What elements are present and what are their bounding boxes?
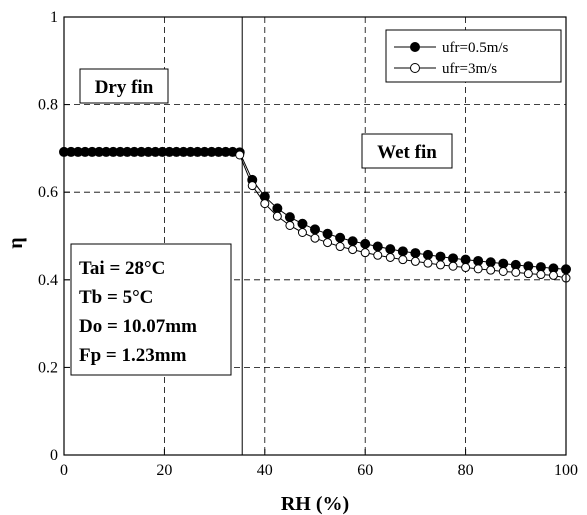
data-point-series-1 — [310, 233, 320, 243]
data-point-series-1 — [536, 270, 546, 280]
data-point-series-1 — [461, 263, 471, 273]
data-point-series-1 — [373, 250, 383, 260]
data-point-series-0 — [322, 228, 333, 239]
legend-label-ufr-3: ufr=3m/s — [442, 61, 497, 77]
data-point-series-0 — [422, 249, 433, 260]
data-point-series-1 — [235, 150, 245, 160]
tick-labels: 0 20 40 60 80 100 0 0.2 0.4 0.6 0.8 1 — [38, 9, 578, 479]
data-point-series-1 — [523, 269, 533, 279]
data-point-series-1 — [548, 270, 558, 280]
x-tick-label: 100 — [554, 462, 578, 479]
data-point-series-1 — [285, 220, 295, 230]
plot-frame — [63, 16, 567, 456]
legend: ufr=0.5m/s ufr=3m/s — [385, 29, 562, 83]
param-do: Do = 10.07mm — [79, 316, 197, 337]
wet-fin-label: Wet fin — [377, 142, 437, 163]
data-point-series-0 — [310, 224, 320, 235]
y-tick-label: 0.4 — [38, 272, 58, 289]
x-tick-label: 20 — [156, 462, 172, 479]
x-tick-label: 0 — [60, 462, 68, 479]
data-point-series-1 — [511, 267, 521, 277]
data-point-series-0 — [284, 212, 295, 223]
data-point-series-1 — [423, 258, 433, 268]
data-point-series-1 — [436, 260, 445, 270]
dry-fin-label: Dry fin — [95, 77, 154, 98]
data-point-series-0 — [335, 232, 346, 243]
data-point-series-1 — [260, 199, 270, 209]
data-point-series-1 — [473, 264, 483, 274]
data-point-series-0 — [397, 246, 408, 257]
x-tick-label: 60 — [357, 462, 373, 479]
tick-marks — [63, 16, 567, 456]
data-point-series-0 — [473, 255, 484, 266]
y-tick-label: 1 — [50, 9, 58, 26]
data-point-series-0 — [372, 241, 383, 252]
dry-fin-annotation: Dry fin — [79, 68, 169, 104]
wet-fin-box — [361, 133, 453, 169]
data-point-series-0 — [448, 253, 459, 264]
legend-label-ufr-0-5: ufr=0.5m/s — [442, 40, 509, 56]
data-point-series-1 — [385, 252, 395, 262]
data-point-series-1 — [498, 266, 508, 276]
data-point-series-1 — [486, 265, 496, 275]
data-point-series-1 — [448, 261, 458, 271]
data-point-series-0 — [498, 258, 509, 269]
data-point-series-0 — [410, 248, 421, 259]
data-point-series-1 — [272, 211, 282, 221]
data-point-series-0 — [460, 254, 471, 265]
y-tick-label: 0.6 — [38, 184, 58, 201]
x-tick-label: 80 — [458, 462, 474, 479]
legend-marker-ufr-3 — [410, 63, 420, 73]
data-point-series-1 — [360, 248, 370, 258]
data-point-series-1 — [335, 242, 345, 252]
param-tb: Tb = 5°C — [79, 287, 153, 308]
x-axis-label: RH (%) — [281, 493, 349, 515]
legend-marker-ufr-0-5 — [410, 42, 420, 52]
data-point-series-0 — [385, 244, 396, 255]
x-tick-label: 40 — [257, 462, 273, 479]
data-point-series-0 — [297, 218, 308, 229]
data-point-series-1 — [348, 245, 358, 255]
y-tick-label: 0.8 — [38, 97, 58, 114]
param-tai: Tai = 28°C — [79, 258, 165, 279]
y-tick-label: 0 — [50, 447, 58, 464]
data-point-series-1 — [323, 238, 333, 248]
data-point-series-0 — [347, 236, 358, 247]
data-point-series-0 — [360, 238, 371, 249]
grid-lines — [64, 17, 566, 455]
data-point-series-1 — [297, 227, 307, 237]
data-point-series-0 — [435, 251, 446, 262]
legend-box — [385, 29, 562, 83]
data-point-series-0 — [485, 257, 496, 268]
data-point-series-1 — [398, 255, 408, 265]
parameters-box — [70, 243, 232, 376]
parameters-annotation: Tai = 28°C Tb = 5°C Do = 10.07mm Fp = 1.… — [70, 243, 232, 376]
data-point-series-1 — [247, 181, 257, 191]
dry-fin-box — [79, 68, 169, 104]
param-fp: Fp = 1.23mm — [79, 345, 187, 366]
y-tick-label: 0.2 — [38, 359, 58, 376]
wet-fin-annotation: Wet fin — [361, 133, 453, 169]
data-point-series-1 — [410, 256, 420, 266]
data-point-series-0 — [272, 203, 283, 214]
y-axis-label: η — [5, 237, 27, 248]
series-layer — [59, 146, 571, 283]
